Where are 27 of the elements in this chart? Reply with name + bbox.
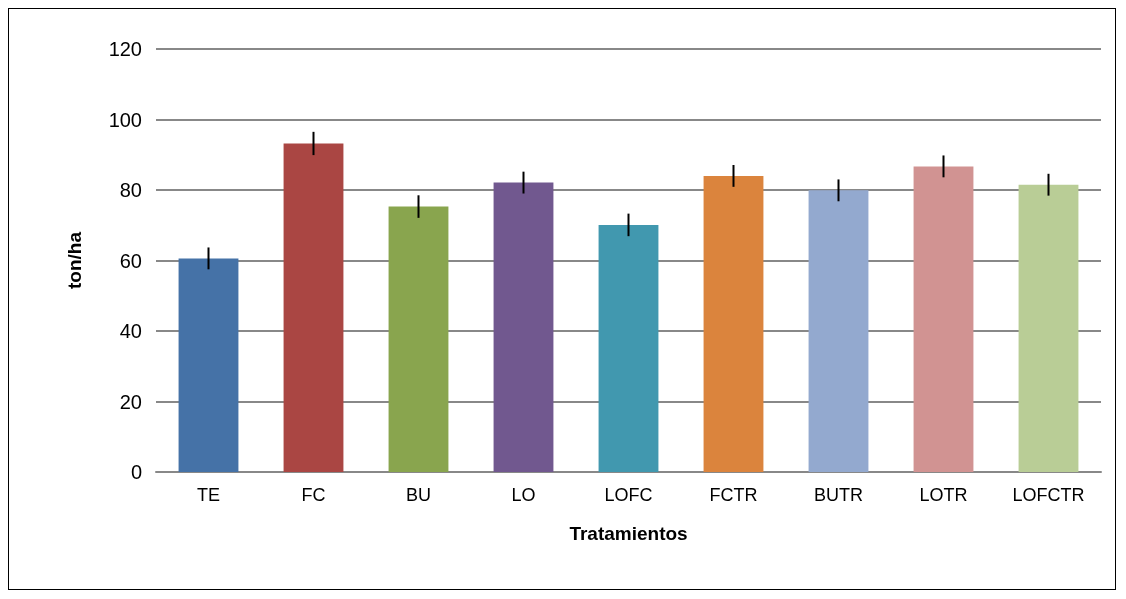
bar (808, 190, 869, 472)
bar (703, 175, 764, 472)
y-tick-label: 60 (119, 249, 142, 272)
bar (913, 166, 974, 472)
x-tick-label: LOFCTR (1012, 485, 1085, 505)
x-tick-label: BUTR (814, 485, 863, 505)
y-axis-title: ton/ha (64, 231, 85, 289)
bar (493, 182, 554, 472)
x-tick-label: TE (196, 485, 221, 505)
x-tick-label: LOTR (919, 485, 968, 505)
y-tick-label: 100 (108, 108, 142, 131)
x-tick-label: LOFC (604, 485, 653, 505)
y-tick-label: 0 (130, 461, 142, 483)
bar (388, 206, 449, 472)
x-axis-title: Tratamientos (569, 523, 688, 544)
y-tick-label: 120 (108, 38, 142, 60)
y-tick-label: 40 (119, 320, 142, 342)
bar (178, 258, 239, 472)
bar (1018, 184, 1079, 472)
x-tick-label: FC (301, 485, 326, 505)
y-tick-label: 80 (119, 179, 142, 201)
bar (598, 224, 659, 472)
bar (283, 143, 344, 472)
y-tick-label: 20 (119, 390, 142, 413)
x-tick-label: LO (511, 485, 536, 505)
x-tick-label: FCTR (709, 485, 758, 505)
x-tick-label: BU (405, 485, 432, 505)
